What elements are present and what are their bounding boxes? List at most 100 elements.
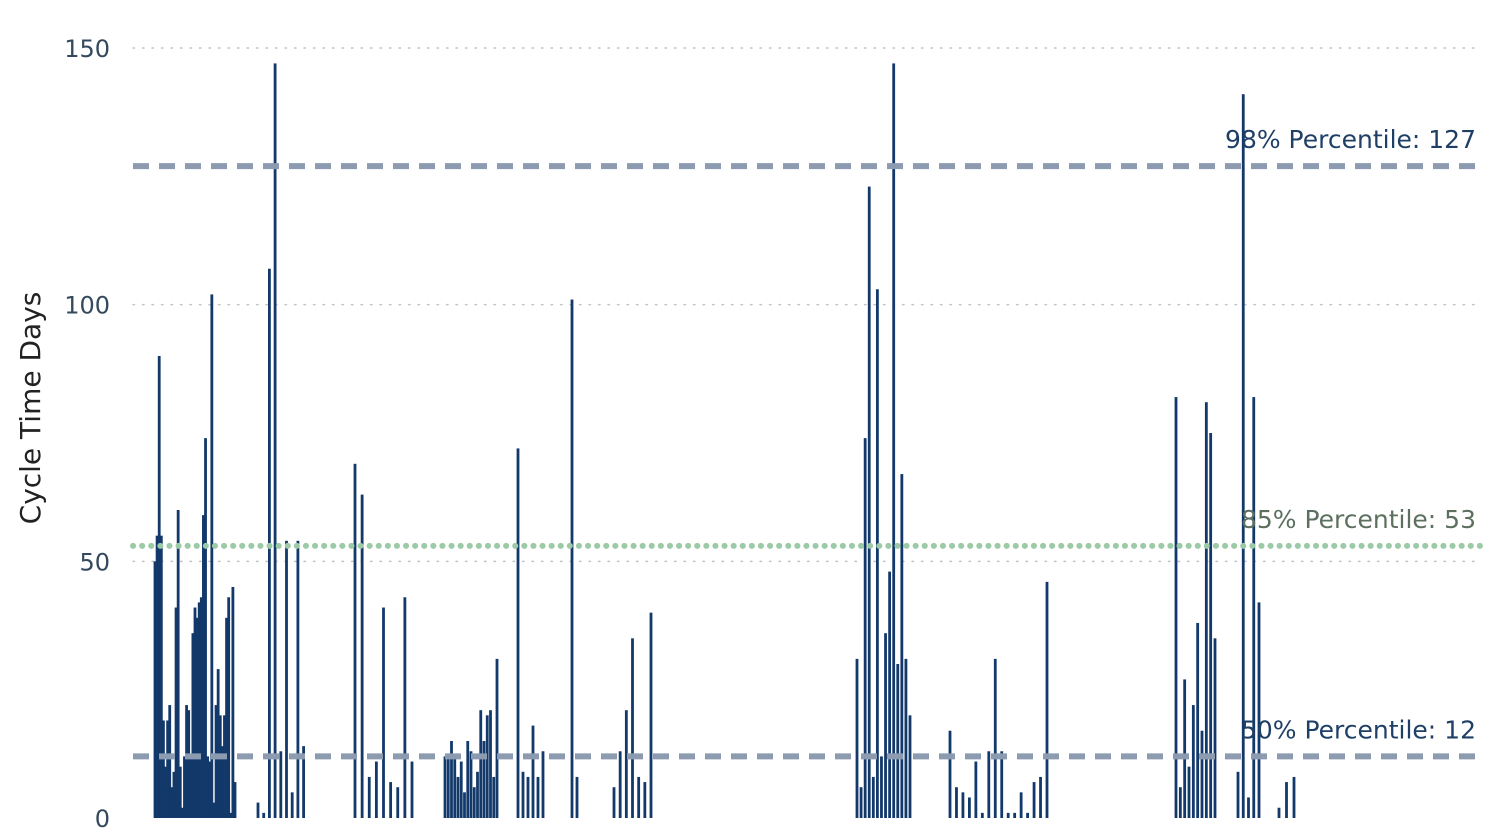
bar [472,787,476,818]
percentile-label: 50% Percentile: 12 [1241,715,1476,744]
bar [191,633,195,818]
bar [273,63,277,818]
bar [1187,766,1191,818]
percentile-label: 85% Percentile: 53 [1241,505,1476,534]
bar [570,299,574,818]
bar [279,751,283,818]
bar [1285,782,1288,818]
bar [227,597,231,818]
bar [495,658,499,818]
bar [199,597,203,818]
bar [1174,397,1178,818]
bar [867,186,871,819]
bar [382,607,385,818]
bar [987,751,991,818]
bar [302,746,305,818]
bar [360,494,364,818]
bar [183,756,186,818]
bar [176,510,180,818]
bar [195,617,199,818]
bar [482,741,486,818]
percentile-lines: 98% Percentile: 127 85% Percentile: 53 50%… [130,125,1483,760]
bar [296,540,300,818]
bar [204,438,207,818]
bar [1196,622,1200,818]
bar [863,438,867,818]
bar [575,776,579,818]
bar [1241,94,1245,818]
bar [1200,730,1204,818]
bar [410,761,414,818]
bar [904,658,908,818]
bar [1039,776,1042,818]
bar [202,515,205,818]
bar [367,776,371,818]
bar [208,761,212,818]
bar [218,715,222,818]
bar [859,787,863,818]
bar [456,776,460,818]
bar [197,602,201,818]
bar [1213,638,1217,818]
bar [900,474,904,818]
bar [896,664,900,818]
bar [637,776,641,818]
bar [993,658,997,818]
bar [643,782,647,818]
bar [162,720,165,818]
bar [624,710,628,818]
bar [225,617,228,818]
bar [1000,751,1004,818]
gridlines [132,47,1481,563]
bar [1247,797,1250,818]
bar [168,705,172,818]
bar [389,782,393,818]
y-tick-label: 100 [64,292,110,320]
bar [974,761,978,818]
bar [459,761,463,818]
bar [172,771,176,818]
bar [443,756,447,818]
y-axis-label: Cycle Time Days [14,292,47,525]
bar [1006,812,1010,818]
bar [216,669,220,818]
bar [256,802,260,818]
bar [492,776,496,818]
bar [612,787,616,818]
bar [531,725,535,818]
y-axis-ticks: 0 50 100 150 [64,35,110,833]
bar [489,710,492,818]
bar [170,787,174,818]
bar [153,561,157,818]
bar [178,766,182,818]
bar [961,792,965,818]
bar [1019,792,1023,818]
bar [166,720,170,818]
bar [469,751,473,818]
bar [1236,771,1240,818]
bar [189,756,193,818]
bar [479,710,483,818]
bar [155,535,159,818]
bar [231,587,235,818]
y-tick-label: 50 [79,548,110,576]
bar [159,535,163,818]
bar [516,448,520,818]
bar [229,812,233,818]
bar [290,792,294,818]
bar [871,776,875,818]
bar [1183,679,1187,818]
bar [1045,581,1049,818]
bar [888,571,892,818]
bar [1292,776,1296,818]
bar [1257,602,1261,818]
bar [463,792,466,818]
bar [541,751,545,818]
bar [285,540,288,818]
bar [968,797,971,818]
bar [631,638,634,818]
bar [233,782,237,818]
bar [1209,433,1213,818]
bar [466,741,470,818]
bar [521,771,525,818]
